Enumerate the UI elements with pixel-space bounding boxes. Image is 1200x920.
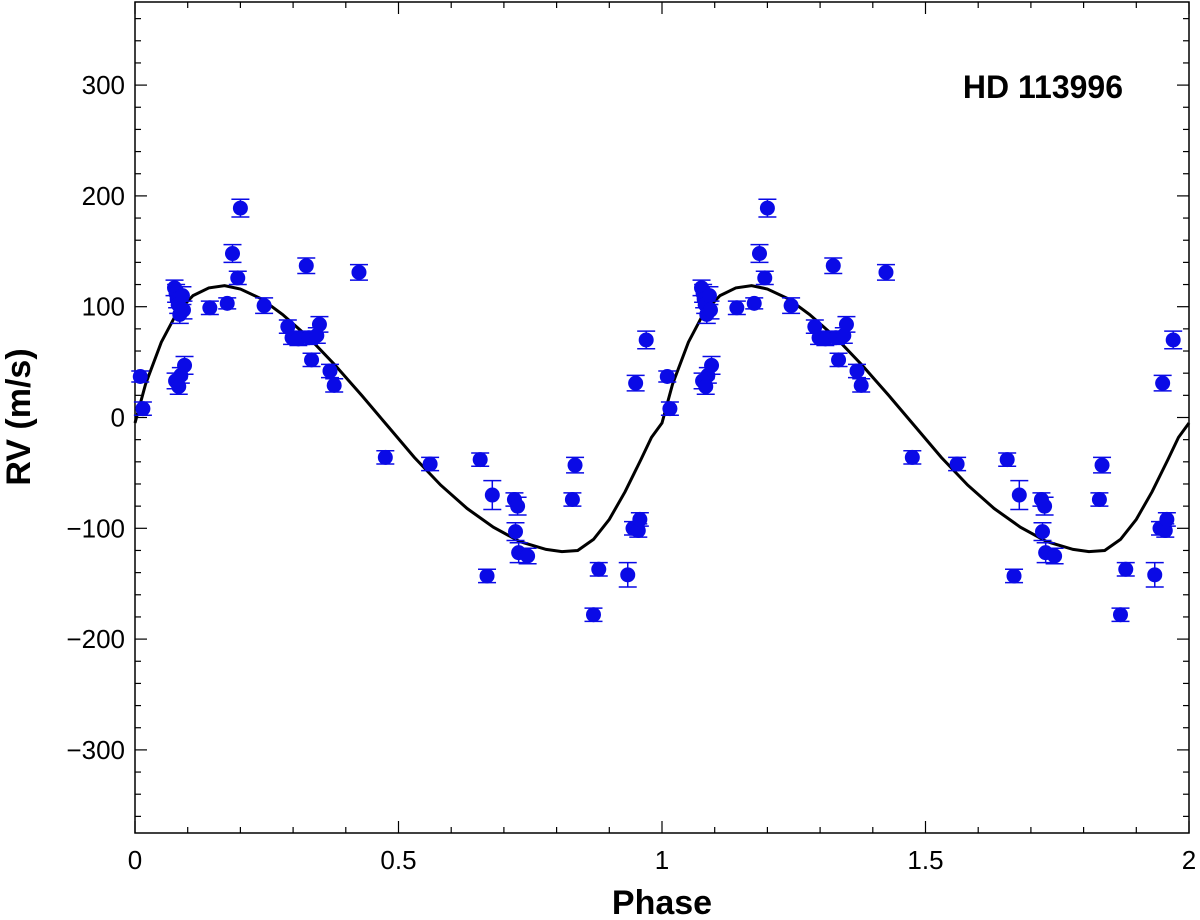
data-point	[135, 401, 151, 417]
data-point	[585, 607, 601, 623]
data-point	[507, 524, 523, 540]
x-tick-label: 0.5	[380, 845, 416, 875]
data-point	[174, 288, 190, 304]
x-tick-label: 0	[128, 845, 142, 875]
data-point	[628, 375, 644, 391]
y-tick-label: 200	[82, 181, 125, 211]
data-point	[567, 457, 583, 473]
data-point	[304, 352, 320, 368]
data-point	[698, 378, 714, 394]
data-point	[1112, 607, 1128, 623]
data-point	[298, 258, 314, 274]
data-point	[351, 264, 367, 280]
data-point	[620, 567, 636, 583]
data-point	[638, 332, 654, 348]
data-point	[311, 316, 327, 332]
data-point	[422, 456, 438, 472]
data-point	[171, 378, 187, 394]
data-point	[520, 548, 536, 564]
data-point	[202, 300, 218, 316]
y-tick-label: 0	[111, 403, 125, 433]
data-point	[232, 200, 248, 216]
data-point	[729, 300, 745, 316]
y-tick-label: −100	[66, 513, 125, 543]
data-point	[746, 295, 762, 311]
x-tick-label: 2	[1182, 845, 1196, 875]
y-tick-label: −200	[66, 624, 125, 654]
data-point	[1118, 561, 1134, 577]
data-point	[1094, 457, 1110, 473]
tick-labels: 0 0.5 1 1.5 2 −300 −200 −100 0 100 200 300	[66, 70, 1196, 875]
y-tick-label: 300	[82, 70, 125, 100]
data-point	[838, 316, 854, 332]
x-tick-label: 1	[655, 845, 669, 875]
data-point	[630, 523, 646, 539]
data-point	[1011, 487, 1027, 503]
y-tick-label: 100	[82, 292, 125, 322]
data-point	[177, 357, 193, 373]
data-point	[751, 246, 767, 262]
data-point	[825, 258, 841, 274]
data-point	[230, 270, 246, 286]
data-point	[1037, 498, 1053, 514]
data-point	[757, 270, 773, 286]
data-point	[1034, 524, 1050, 540]
data-point	[949, 456, 965, 472]
data-point	[1091, 491, 1107, 507]
data-point	[853, 377, 869, 393]
data-point	[326, 377, 342, 393]
data-point	[591, 561, 607, 577]
data-point	[472, 452, 488, 468]
data-point	[1006, 568, 1022, 584]
data-point	[849, 363, 865, 379]
data-point	[377, 449, 393, 465]
data-point	[510, 498, 526, 514]
data-point	[702, 302, 718, 318]
data-point	[1047, 548, 1063, 564]
data-point	[132, 369, 148, 385]
data-point	[878, 264, 894, 280]
y-tick-label: −300	[66, 735, 125, 765]
data-point	[484, 487, 500, 503]
data-point	[704, 357, 720, 373]
data-point	[701, 288, 717, 304]
data-point	[783, 298, 799, 314]
data-point	[1155, 375, 1171, 391]
data-point	[662, 401, 678, 417]
chart-annotation: HD 113996	[963, 69, 1123, 105]
data-point	[1147, 567, 1163, 583]
data-point	[999, 452, 1015, 468]
data-point	[1159, 511, 1175, 527]
data-point	[904, 449, 920, 465]
data-point	[322, 363, 338, 379]
data-points	[132, 200, 1181, 623]
data-point	[256, 298, 272, 314]
data-point	[224, 246, 240, 262]
data-point	[831, 352, 847, 368]
data-point	[175, 302, 191, 318]
model-curve	[133, 284, 1191, 554]
data-point	[219, 295, 235, 311]
data-point	[1157, 523, 1173, 539]
data-point	[1165, 332, 1181, 348]
data-point	[564, 491, 580, 507]
x-tick-label: 1.5	[907, 845, 943, 875]
x-axis-title: Phase	[612, 884, 712, 920]
error-bars	[131, 198, 1183, 623]
data-point	[479, 568, 495, 584]
data-point	[659, 369, 675, 385]
y-axis-title: RV (m/s)	[0, 348, 38, 485]
data-point	[759, 200, 775, 216]
data-point	[632, 511, 648, 527]
